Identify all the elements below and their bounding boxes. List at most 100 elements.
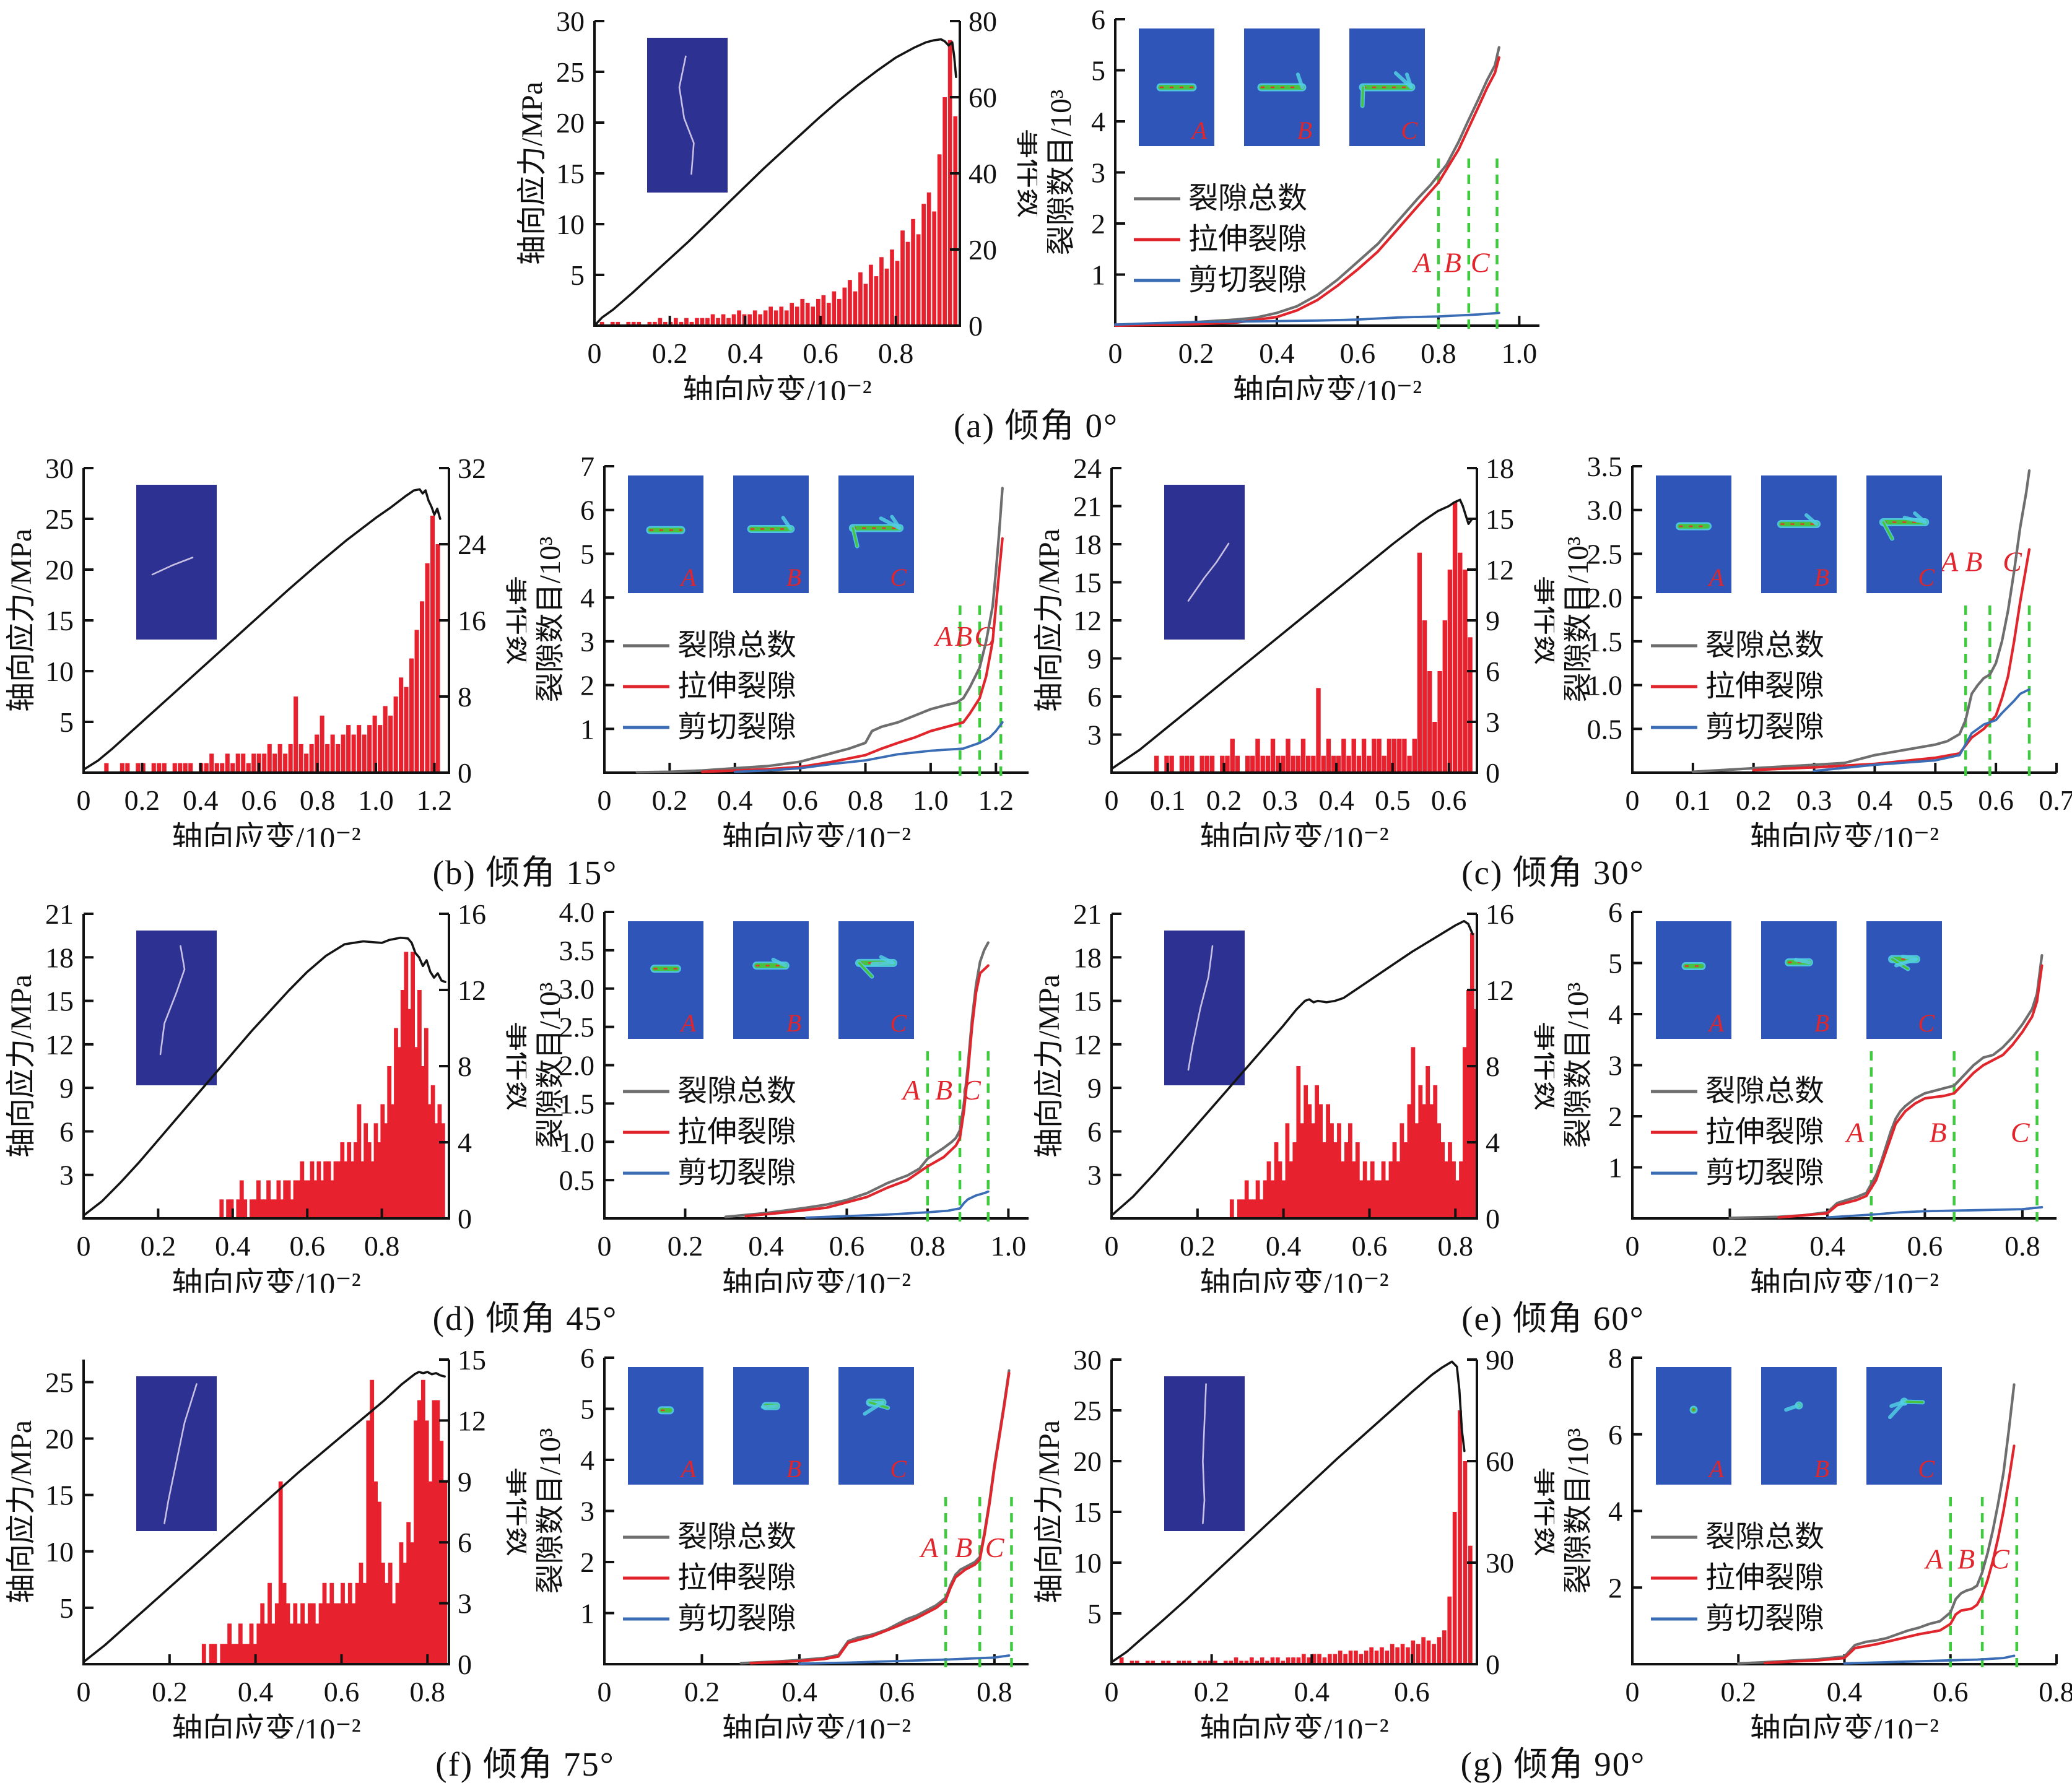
svg-text:80: 80: [969, 6, 997, 37]
stress-chart-b: 5 10 15 20 25 30 0 8 16 24 32 0 0.2 0.4 0.6 0.8 1.0 1.2 轴向…: [6, 453, 526, 847]
svg-text:0: 0: [1626, 1230, 1640, 1262]
svg-text:6: 6: [1608, 1419, 1622, 1451]
svg-text:18: 18: [1073, 529, 1102, 560]
svg-text:0.6: 0.6: [803, 337, 838, 369]
svg-text:剪切裂隙: 剪切裂隙: [677, 1602, 796, 1635]
svg-text:轴向应变/10⁻²: 轴向应变/10⁻²: [1750, 820, 1939, 847]
svg-text:B: B: [1965, 546, 1982, 578]
svg-text:0.5: 0.5: [559, 1165, 595, 1196]
svg-text:0.8: 0.8: [2039, 1676, 2072, 1708]
svg-text:A: A: [901, 1074, 921, 1106]
svg-text:1.0: 1.0: [559, 1126, 595, 1158]
svg-text:轴向应变/10⁻²: 轴向应变/10⁻²: [1199, 1712, 1388, 1738]
svg-text:16: 16: [1486, 898, 1514, 930]
crack-chart-b: 1 2 3 4 5 6 7 0 0.2 0.4 0.6 0.8 1.0 1.2 裂隙数目/10³ 轴向应变/1…: [536, 451, 1029, 847]
svg-text:0.4: 0.4: [748, 1230, 784, 1262]
svg-text:0: 0: [969, 310, 983, 342]
svg-text:0: 0: [1626, 784, 1640, 816]
svg-text:裂隙数目/10³: 裂隙数目/10³: [536, 537, 567, 703]
svg-text:事件数: 事件数: [502, 1467, 526, 1556]
svg-text:0.3: 0.3: [1263, 784, 1299, 816]
svg-text:C: C: [890, 1455, 907, 1483]
svg-text:C: C: [985, 1532, 1005, 1563]
svg-text:事件数: 事件数: [502, 1022, 526, 1111]
svg-text:轴向应变/10⁻²: 轴向应变/10⁻²: [1199, 820, 1388, 847]
svg-text:0.2: 0.2: [1736, 784, 1772, 816]
svg-text:20: 20: [45, 1423, 74, 1455]
svg-text:轴向应力/MPa: 轴向应力/MPa: [6, 529, 38, 712]
svg-text:0.6: 0.6: [324, 1676, 360, 1708]
svg-text:轴向应力/MPa: 轴向应力/MPa: [1034, 974, 1066, 1158]
svg-text:1: 1: [580, 713, 594, 745]
group-f: 5 10 15 20 25 0 3 6 9 12 15 0 0.2 0.4 0.6 0.8 轴向应力/MPa 事件…: [6, 1342, 1044, 1788]
svg-text:0.6: 0.6: [1431, 784, 1467, 816]
crack-chart-e: 1 2 3 4 5 6 0 0.2 0.4 0.6 0.8 裂隙数目/10³ 轴向应变/10⁻² A B C A…: [1564, 896, 2057, 1293]
svg-text:5: 5: [570, 259, 585, 291]
svg-text:40: 40: [969, 158, 997, 189]
svg-text:1.0: 1.0: [913, 784, 949, 816]
svg-text:拉伸裂隙: 拉伸裂隙: [677, 1116, 796, 1148]
svg-text:0.2: 0.2: [668, 1230, 703, 1262]
svg-text:0: 0: [458, 757, 472, 789]
svg-text:6: 6: [1608, 896, 1622, 928]
svg-text:2: 2: [580, 670, 594, 701]
svg-text:25: 25: [45, 1366, 74, 1398]
svg-text:裂隙总数: 裂隙总数: [677, 1075, 796, 1108]
svg-text:30: 30: [556, 6, 585, 37]
svg-text:0.2: 0.2: [1206, 784, 1242, 816]
svg-text:1: 1: [580, 1598, 594, 1630]
svg-text:0: 0: [1626, 1676, 1640, 1708]
svg-text:2.5: 2.5: [1587, 538, 1623, 570]
svg-text:0.4: 0.4: [1266, 1230, 1301, 1262]
svg-text:B: B: [786, 1455, 801, 1483]
svg-text:10: 10: [45, 656, 74, 687]
svg-text:8: 8: [1486, 1051, 1500, 1082]
svg-text:9: 9: [1486, 605, 1500, 636]
svg-text:裂隙数目/10³: 裂隙数目/10³: [1564, 1428, 1595, 1594]
svg-text:1.5: 1.5: [1587, 626, 1623, 657]
svg-text:B: B: [786, 563, 801, 591]
svg-text:3: 3: [580, 1496, 594, 1527]
svg-text:3: 3: [1091, 157, 1105, 189]
svg-text:30: 30: [1486, 1547, 1514, 1579]
svg-text:0.2: 0.2: [141, 1230, 176, 1262]
svg-text:1.2: 1.2: [417, 784, 453, 816]
svg-text:B: B: [1814, 1455, 1829, 1483]
svg-text:18: 18: [1073, 942, 1102, 973]
svg-text:4: 4: [458, 1127, 472, 1158]
svg-text:24: 24: [1073, 453, 1102, 484]
svg-text:0.2: 0.2: [152, 1676, 188, 1708]
svg-text:事件数: 事件数: [502, 576, 526, 665]
svg-text:15: 15: [1073, 986, 1102, 1017]
svg-text:裂隙数目/10³: 裂隙数目/10³: [1564, 537, 1595, 703]
svg-text:3.5: 3.5: [559, 935, 595, 966]
svg-text:0.4: 0.4: [1294, 1676, 1330, 1708]
svg-text:3.5: 3.5: [1587, 451, 1623, 482]
svg-text:16: 16: [458, 898, 486, 930]
crack-chart-c: 0.5 1.0 1.5 2.0 2.5 3.0 3.5 0 0.1 0.2 0.3 0.4 0.5 0.6…: [1564, 451, 2072, 847]
group-a: 5 10 15 20 25 30 0 20 40 60 80 0 0.2 0.4 0.6 0.8 轴向应力/MP…: [517, 4, 1555, 449]
group-b: 5 10 15 20 25 30 0 8 16 24 32 0 0.2 0.4 0.6 0.8 1.0 1.2 轴向…: [6, 451, 1044, 896]
svg-text:0.4: 0.4: [728, 337, 764, 369]
svg-text:1.0: 1.0: [1502, 337, 1538, 369]
svg-text:25: 25: [45, 503, 74, 535]
stress-chart-g: 5 10 15 20 25 30 0 30 60 90 0 0.2 0.4 0.6 轴向应力/MPa 事件数轴…: [1034, 1344, 1554, 1738]
svg-text:0: 0: [598, 1676, 612, 1708]
svg-text:0.8: 0.8: [848, 784, 884, 816]
svg-text:0.2: 0.2: [1180, 1230, 1216, 1262]
svg-text:A: A: [933, 620, 953, 652]
svg-text:C: C: [2011, 1116, 2031, 1148]
svg-text:A: A: [1707, 1455, 1725, 1483]
svg-text:25: 25: [556, 56, 585, 88]
svg-text:7: 7: [580, 451, 594, 482]
caption-a: (a) 倾角 0°: [953, 407, 1119, 445]
group-c: 3 6 9 12 15 18 21 24 0 3 6 9 12 15 18 0 0.1 0.2 0.3 0.4 0.5 0…: [1034, 451, 2072, 896]
svg-text:0.6: 0.6: [1394, 1676, 1430, 1708]
svg-text:轴向应变/10⁻²: 轴向应变/10⁻²: [722, 820, 911, 847]
svg-text:5: 5: [59, 706, 74, 738]
svg-text:9: 9: [458, 1466, 472, 1498]
svg-text:裂隙数目/10³: 裂隙数目/10³: [1047, 90, 1077, 256]
svg-text:0.4: 0.4: [1809, 1230, 1845, 1262]
svg-text:2: 2: [1608, 1572, 1622, 1604]
crack-chart-d: 0.5 1.0 1.5 2.0 2.5 3.0 3.5 4.0 0 0.2 0.4 0.6 0.8 1.0…: [536, 896, 1029, 1293]
